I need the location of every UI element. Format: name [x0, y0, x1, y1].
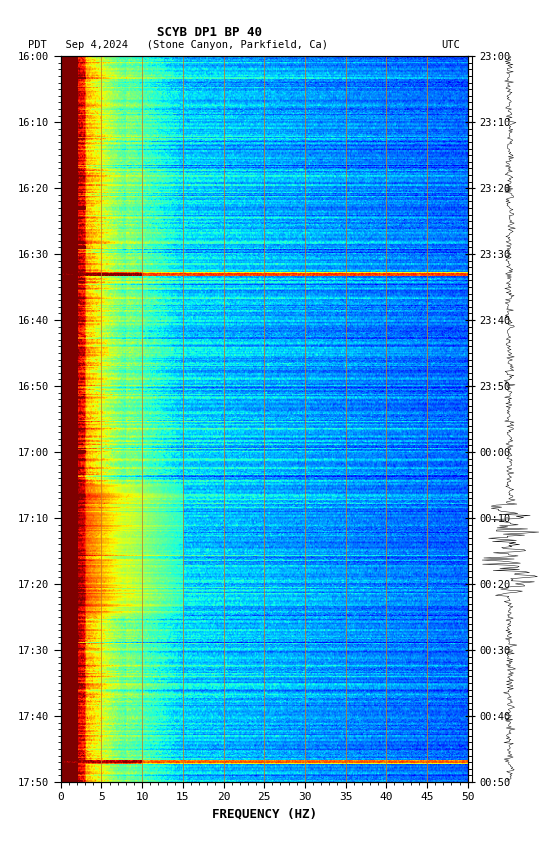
Text: PDT   Sep 4,2024   (Stone Canyon, Parkfield, Ca): PDT Sep 4,2024 (Stone Canyon, Parkfield,…: [28, 40, 327, 50]
Text: SCYB DP1 BP 40: SCYB DP1 BP 40: [157, 26, 262, 39]
Text: UTC: UTC: [442, 40, 460, 50]
X-axis label: FREQUENCY (HZ): FREQUENCY (HZ): [212, 808, 317, 821]
